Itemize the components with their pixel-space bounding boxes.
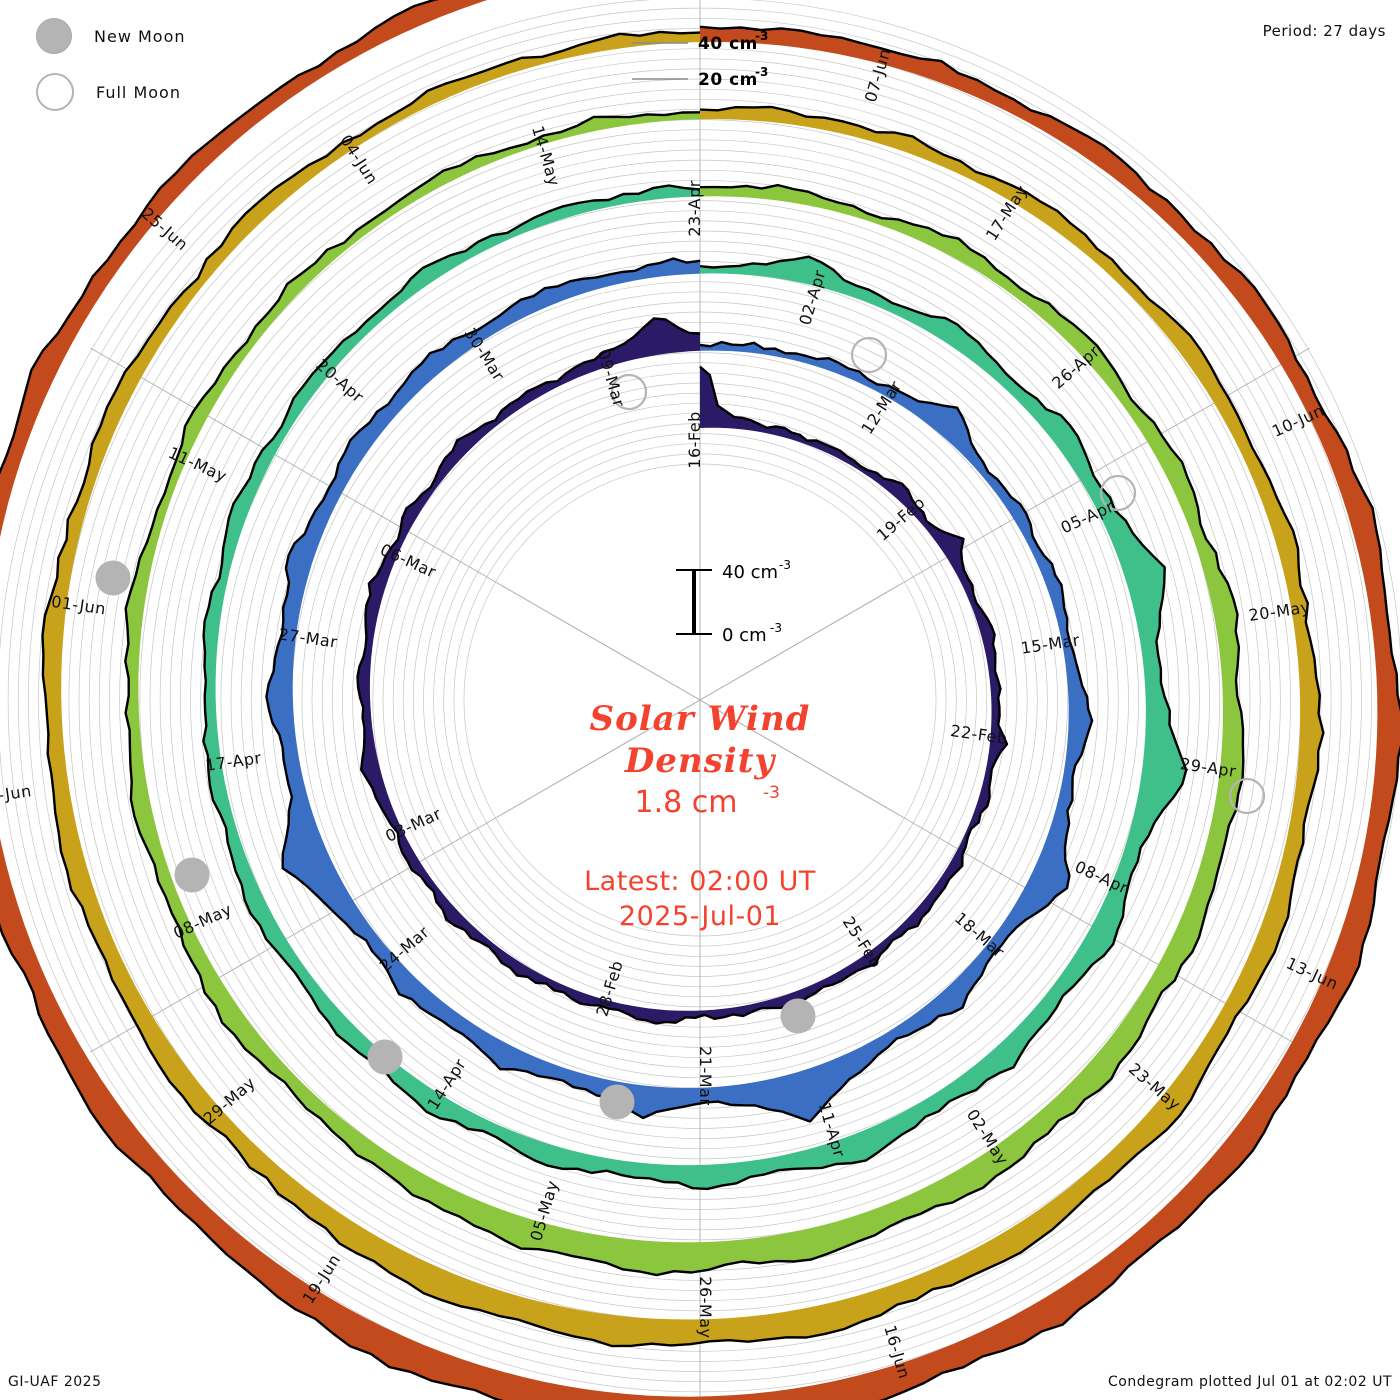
spiral-fill-turn-5 <box>42 31 1324 1347</box>
scale-label-bottom: 0 cm <box>722 625 767 646</box>
scale-label-bottom-sup: -3 <box>770 621 782 635</box>
center-value: 1.8 cm <box>635 785 738 820</box>
center-latest-date: 2025-Jul-01 <box>619 901 781 932</box>
new-moon-marker <box>599 1084 635 1120</box>
full-moon-marker <box>610 373 648 411</box>
date-label: 21-Mar <box>696 1046 715 1105</box>
date-label: 22-Jun <box>0 781 33 808</box>
new-moon-marker <box>367 1039 403 1075</box>
center-title-line2: Density <box>624 741 777 781</box>
legend-item-full-moon: Full Moon <box>18 64 186 120</box>
date-label: 22-Feb <box>949 721 1009 748</box>
period-label: Period: 27 days <box>1262 22 1386 40</box>
axis-label-20: 20 cm <box>698 70 758 90</box>
center-scale-bar: 40 cm -3 0 cm -3 <box>676 558 791 646</box>
scale-label-top-sup: -3 <box>779 558 791 572</box>
center-value-sup: -3 <box>763 783 780 803</box>
full-moon-marker <box>1099 474 1137 512</box>
full-moon-marker <box>850 336 888 374</box>
footer-plot-time: Condegram plotted Jul 01 at 02:02 UT <box>1107 1374 1392 1390</box>
center-latest-time: Latest: 02:00 UT <box>584 866 816 897</box>
new-moon-icon <box>36 18 72 54</box>
new-moon-marker <box>95 560 131 596</box>
legend-label-full-moon: Full Moon <box>96 82 181 102</box>
footer-credit: GI-UAF 2025 <box>8 1374 102 1390</box>
outer-axis-callouts: 40 cm -3 20 cm -3 <box>632 29 768 90</box>
center-title-line1: Solar Wind <box>590 699 811 739</box>
new-moon-marker <box>780 998 816 1034</box>
legend-label-new-moon: New Moon <box>94 26 186 46</box>
moon-phase-legend: New Moon Full Moon <box>18 8 186 120</box>
spiral-outline-turn-2 <box>265 257 1094 1123</box>
center-readout: Solar Wind Density 1.8 cm -3 Latest: 02:… <box>584 699 816 932</box>
spiral-outline-turn-3 <box>202 184 1188 1191</box>
axis-label-20-sup: -3 <box>755 65 768 79</box>
axis-label-40: 40 cm <box>698 34 758 54</box>
spiral-outline-turn-4 <box>124 111 1245 1277</box>
full-moon-icon <box>36 73 74 111</box>
spoke-line <box>90 583 902 1053</box>
date-label: 16-Feb <box>685 411 704 468</box>
spiral-outline-turn-1 <box>356 317 1009 1025</box>
moon-markers <box>95 336 1266 1120</box>
full-moon-marker <box>1228 777 1266 815</box>
date-label: 26-May <box>696 1276 715 1338</box>
scale-label-top: 40 cm <box>722 562 778 583</box>
spiral-outline-turn-5 <box>41 30 1325 1348</box>
spoke-line <box>90 347 902 817</box>
legend-item-new-moon: New Moon <box>18 8 186 64</box>
axis-label-40-sup: -3 <box>755 29 768 43</box>
date-label: 23-Apr <box>685 180 704 236</box>
new-moon-marker <box>174 857 210 893</box>
